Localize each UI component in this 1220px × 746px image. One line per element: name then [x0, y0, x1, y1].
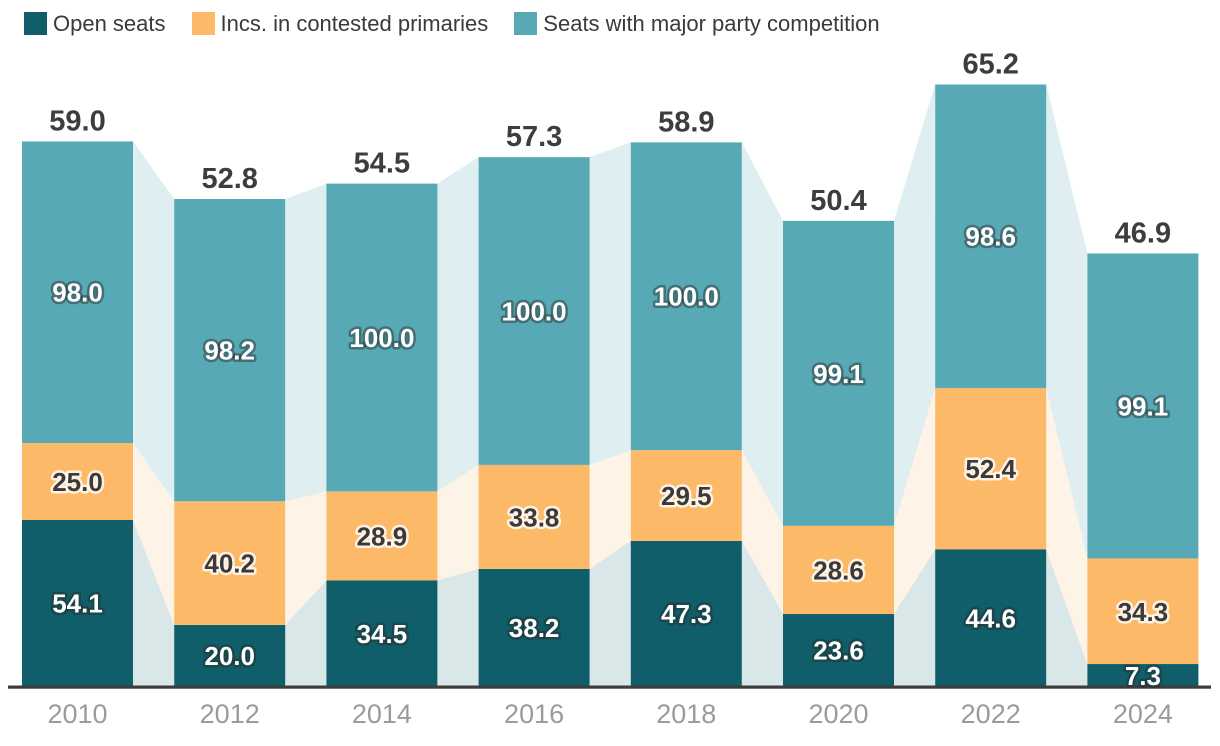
- x-tick-label-2010: 2010: [47, 699, 107, 729]
- bar-2012-segment-incs-in-contested-primaries: [174, 501, 286, 625]
- bar-2024-segment-open-seats: [1087, 664, 1199, 687]
- connector-band-open-seats: [437, 568, 479, 687]
- connector-band-open-seats: [1046, 549, 1088, 687]
- connector-band-seats-with-major-party-competition: [589, 142, 631, 465]
- bar-2010-segment-incs-in-contested-primaries: [22, 443, 133, 520]
- bar-2022-segment-seats-with-major-party-competition: [935, 84, 1047, 388]
- x-tick-label-2016: 2016: [504, 699, 564, 729]
- value-label-2010-seats-with-major-party-competition: 98.0: [52, 278, 103, 308]
- connector-band-seats-with-major-party-competition: [285, 183, 327, 502]
- value-label-2012-incs-in-contested-primaries: 40.2: [204, 549, 255, 579]
- value-label-2022-incs-in-contested-primaries: 52.4: [965, 454, 1016, 484]
- bar-2012-segment-open-seats: [174, 624, 286, 687]
- value-label-2014-incs-in-contested-primaries: 28.9: [357, 521, 408, 551]
- legend-item-2: Seats with major party competition: [514, 10, 880, 36]
- legend-label: Seats with major party competition: [543, 10, 880, 36]
- legend-swatch-icon: [191, 12, 215, 35]
- total-label-2014: 54.5: [354, 148, 410, 180]
- value-label-2020-seats-with-major-party-competition: 99.1: [813, 359, 864, 389]
- bar-2018-segment-open-seats: [630, 540, 742, 687]
- connector-band-open-seats: [589, 540, 631, 687]
- legend-label: Incs. in contested primaries: [220, 10, 489, 36]
- total-label-2022: 65.2: [962, 49, 1018, 81]
- x-tick-label-2014: 2014: [352, 699, 412, 729]
- total-label-2016: 57.3: [506, 121, 562, 153]
- value-label-2012-seats-with-major-party-competition: 98.2: [204, 336, 255, 366]
- x-tick-label-2024: 2024: [1113, 699, 1173, 729]
- total-label-2020: 50.4: [810, 185, 866, 217]
- x-tick-label-2022: 2022: [961, 699, 1021, 729]
- legend: Open seats Incs. in contested primaries Se…: [24, 12, 880, 35]
- bar-2014-segment-incs-in-contested-primaries: [326, 491, 438, 581]
- bar-2020-segment-seats-with-major-party-competition: [783, 220, 894, 526]
- bar-2010-segment-seats-with-major-party-competition: [22, 141, 133, 444]
- connector-band-incs-in-contested-primaries: [589, 450, 631, 569]
- bar-2014-segment-open-seats: [326, 580, 438, 687]
- x-tick-label-2020: 2020: [808, 699, 868, 729]
- bar-2022-segment-open-seats: [935, 549, 1047, 687]
- bar-2020-segment-incs-in-contested-primaries: [783, 525, 894, 614]
- connector-band-incs-in-contested-primaries: [133, 443, 175, 625]
- bar-2010-segment-open-seats: [22, 519, 133, 687]
- x-axis-line: [8, 685, 1211, 689]
- total-label-2012: 52.8: [201, 163, 257, 195]
- value-label-2018-seats-with-major-party-competition: 100.0: [654, 282, 719, 312]
- connector-band-open-seats: [894, 549, 936, 687]
- x-tick-label-2012: 2012: [200, 699, 260, 729]
- bar-2016-segment-incs-in-contested-primaries: [478, 464, 590, 569]
- connector-band-seats-with-major-party-competition: [133, 141, 175, 502]
- bar-2014-segment-seats-with-major-party-competition: [326, 183, 438, 492]
- bar-2024-segment-incs-in-contested-primaries: [1087, 558, 1199, 665]
- connector-band-incs-in-contested-primaries: [285, 491, 327, 625]
- value-label-2020-open-seats: 23.6: [813, 636, 864, 666]
- connector-band-open-seats: [741, 540, 783, 687]
- connector-band-incs-in-contested-primaries: [1046, 387, 1088, 665]
- bar-2024-segment-seats-with-major-party-competition: [1087, 253, 1199, 559]
- total-label-2018: 58.9: [658, 106, 714, 138]
- value-label-2018-incs-in-contested-primaries: 29.5: [661, 481, 712, 511]
- bar-2018-segment-incs-in-contested-primaries: [630, 450, 742, 541]
- value-label-2018-open-seats: 47.3: [661, 599, 712, 629]
- legend-item-0: Open seats: [24, 12, 166, 35]
- value-label-2022-open-seats: 44.6: [965, 603, 1016, 633]
- bar-2018-segment-seats-with-major-party-competition: [630, 142, 742, 451]
- connector-band-incs-in-contested-primaries: [741, 450, 783, 614]
- value-label-2024-incs-in-contested-primaries: 34.3: [1118, 597, 1169, 627]
- total-label-2024: 46.9: [1115, 217, 1171, 249]
- value-label-2012-open-seats: 20.0: [204, 641, 255, 671]
- value-label-2016-open-seats: 38.2: [509, 613, 560, 643]
- legend-label: Open seats: [53, 10, 166, 36]
- connector-band-open-seats: [285, 580, 327, 687]
- value-label-2016-seats-with-major-party-competition: 100.0: [502, 297, 567, 327]
- value-label-2024-open-seats: 7.3: [1125, 661, 1161, 691]
- connector-band-incs-in-contested-primaries: [437, 464, 479, 581]
- value-label-2016-incs-in-contested-primaries: 33.8: [509, 502, 560, 532]
- bar-2022-segment-incs-in-contested-primaries: [935, 387, 1047, 550]
- connector-band-seats-with-major-party-competition: [741, 142, 783, 526]
- connector-band-seats-with-major-party-competition: [894, 84, 936, 526]
- connector-band-incs-in-contested-primaries: [894, 387, 936, 614]
- value-label-2020-incs-in-contested-primaries: 28.6: [813, 555, 864, 585]
- legend-swatch-icon: [24, 12, 47, 35]
- value-label-2010-incs-in-contested-primaries: 25.0: [52, 467, 103, 497]
- value-label-2014-open-seats: 34.5: [357, 619, 408, 649]
- connector-band-seats-with-major-party-competition: [437, 157, 479, 492]
- bar-2012-segment-seats-with-major-party-competition: [174, 198, 286, 502]
- bar-2020-segment-open-seats: [783, 613, 894, 687]
- bar-2016-segment-seats-with-major-party-competition: [478, 157, 590, 465]
- bar-2016-segment-open-seats: [478, 568, 590, 687]
- connector-band-open-seats: [133, 519, 175, 687]
- value-label-2010-open-seats: 54.1: [52, 589, 103, 619]
- x-tick-label-2018: 2018: [656, 699, 716, 729]
- connector-band-seats-with-major-party-competition: [1046, 84, 1088, 559]
- legend-item-1: Incs. in contested primaries: [191, 10, 489, 36]
- value-label-2014-seats-with-major-party-competition: 100.0: [349, 323, 414, 353]
- legend-swatch-icon: [514, 12, 538, 35]
- value-label-2022-seats-with-major-party-competition: 98.6: [965, 222, 1016, 252]
- total-label-2010: 59.0: [49, 105, 105, 137]
- value-label-2024-seats-with-major-party-competition: 99.1: [1118, 391, 1169, 421]
